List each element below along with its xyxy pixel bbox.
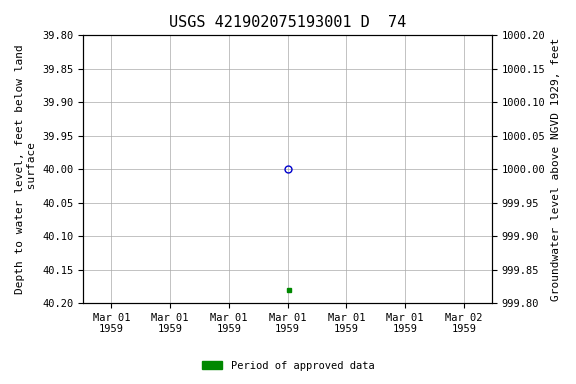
Title: USGS 421902075193001 D  74: USGS 421902075193001 D 74 xyxy=(169,15,406,30)
Y-axis label: Groundwater level above NGVD 1929, feet: Groundwater level above NGVD 1929, feet xyxy=(551,38,561,301)
Y-axis label: Depth to water level, feet below land
 surface: Depth to water level, feet below land su… xyxy=(15,44,37,294)
Legend: Period of approved data: Period of approved data xyxy=(198,357,378,375)
